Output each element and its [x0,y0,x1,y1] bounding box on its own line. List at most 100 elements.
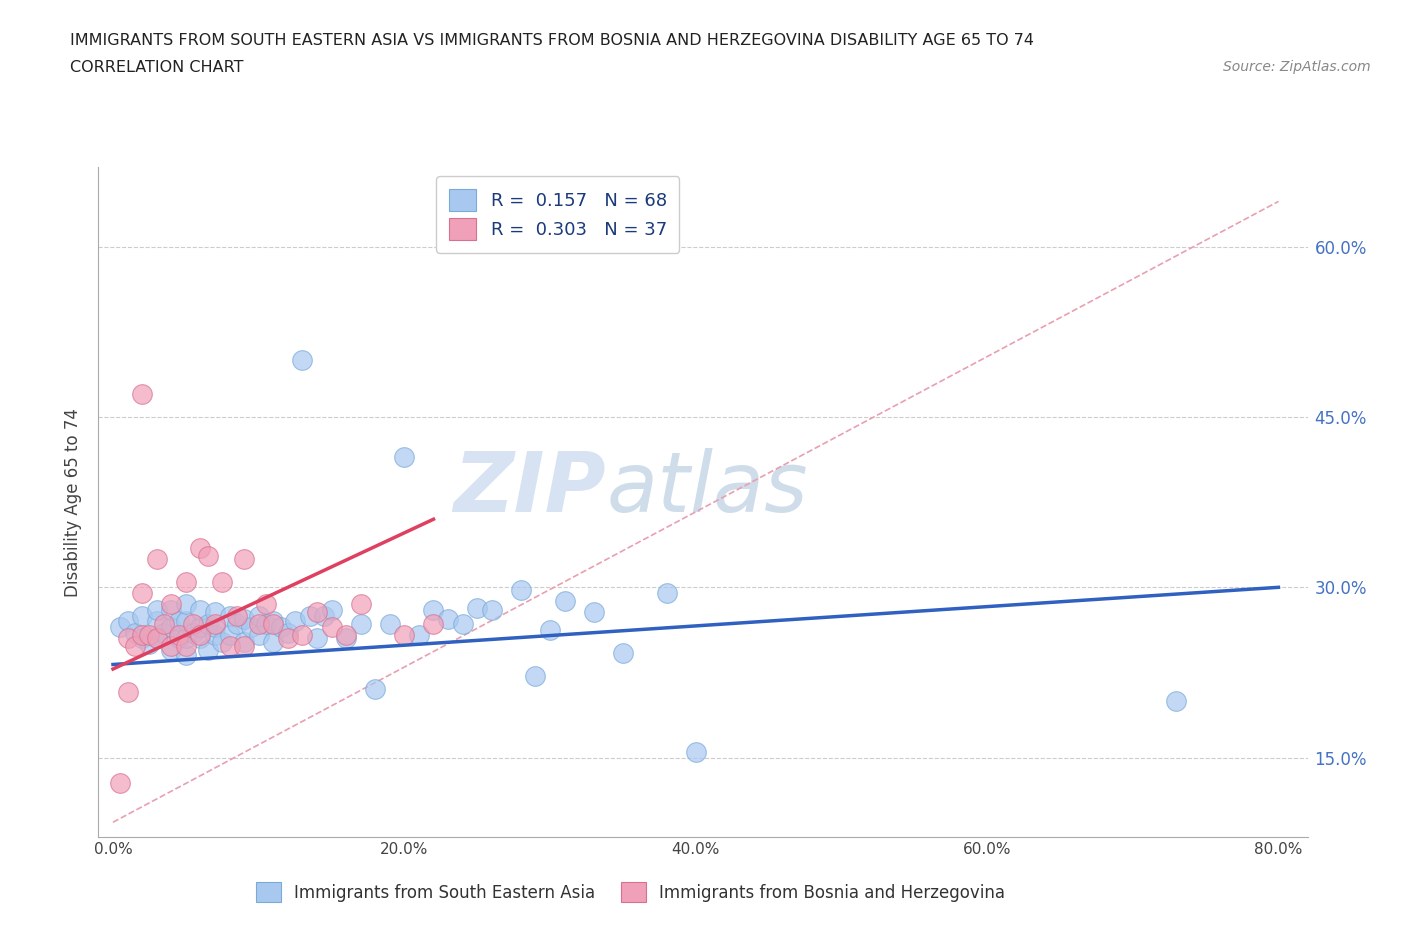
Legend: Immigrants from South Eastern Asia, Immigrants from Bosnia and Herzegovina: Immigrants from South Eastern Asia, Immi… [249,875,1011,909]
Point [582,604,605,619]
Point [364,682,387,697]
Point [190,619,212,634]
Point [509,582,531,597]
Point [270,619,292,634]
Point [160,639,183,654]
Point [321,619,343,634]
Point [131,387,153,402]
Point [305,631,328,645]
Point [138,637,160,652]
Point [190,540,212,555]
Point [262,634,284,649]
Point [408,628,430,643]
Point [190,631,212,645]
Text: atlas: atlas [606,448,808,529]
Point [335,628,357,643]
Point [131,628,153,643]
Point [145,614,167,629]
Point [110,775,132,790]
Point [160,619,183,634]
Point [254,597,277,612]
Point [225,617,247,631]
Point [291,352,314,367]
Point [174,631,197,645]
Point [211,574,233,589]
Point [197,617,219,631]
Point [197,548,219,563]
Point [350,617,373,631]
Y-axis label: Disability Age 65 to 74: Disability Age 65 to 74 [65,407,83,597]
Point [225,608,247,623]
Point [612,645,634,660]
Point [277,631,299,645]
Text: ZIP: ZIP [454,448,606,529]
Point [465,600,488,615]
Point [174,639,197,654]
Point [218,639,240,654]
Point [167,628,190,643]
Point [110,619,132,634]
Point [481,603,503,618]
Point [167,614,190,629]
Point [160,643,183,658]
Point [233,639,256,654]
Point [153,625,176,640]
Point [335,631,357,645]
Point [394,628,416,643]
Point [321,603,343,618]
Point [204,617,226,631]
Point [174,648,197,663]
Point [394,449,416,464]
Point [145,603,167,618]
Point [117,631,139,645]
Point [524,669,547,684]
Point [145,551,167,566]
Point [160,603,183,618]
Point [233,551,256,566]
Point [240,619,263,634]
Point [197,643,219,658]
Point [174,614,197,629]
Point [145,631,167,645]
Point [131,608,153,623]
Point [218,628,240,643]
Point [145,631,167,645]
Point [190,628,212,643]
Point [117,614,139,629]
Point [554,593,576,608]
Point [437,612,460,627]
Point [124,639,146,654]
Point [298,608,321,623]
Point [131,631,153,645]
Point [422,603,444,618]
Point [262,617,284,631]
Point [685,744,707,759]
Point [254,617,277,631]
Point [247,608,270,623]
Point [305,604,328,619]
Point [181,625,204,640]
Point [160,597,183,612]
Point [451,617,474,631]
Point [174,597,197,612]
Point [204,619,226,634]
Point [378,617,401,631]
Point [277,625,299,640]
Point [218,608,240,623]
Point [124,625,146,640]
Point [174,574,197,589]
Point [233,612,256,627]
Point [117,684,139,699]
Point [211,634,233,649]
Point [204,604,226,619]
Point [350,597,373,612]
Text: IMMIGRANTS FROM SOUTH EASTERN ASIA VS IMMIGRANTS FROM BOSNIA AND HERZEGOVINA DIS: IMMIGRANTS FROM SOUTH EASTERN ASIA VS IM… [70,33,1035,47]
Point [291,628,314,643]
Point [181,617,204,631]
Point [204,628,226,643]
Point [247,617,270,631]
Text: Source: ZipAtlas.com: Source: ZipAtlas.com [1223,60,1371,74]
Point [655,586,678,601]
Point [284,614,307,629]
Point [190,603,212,618]
